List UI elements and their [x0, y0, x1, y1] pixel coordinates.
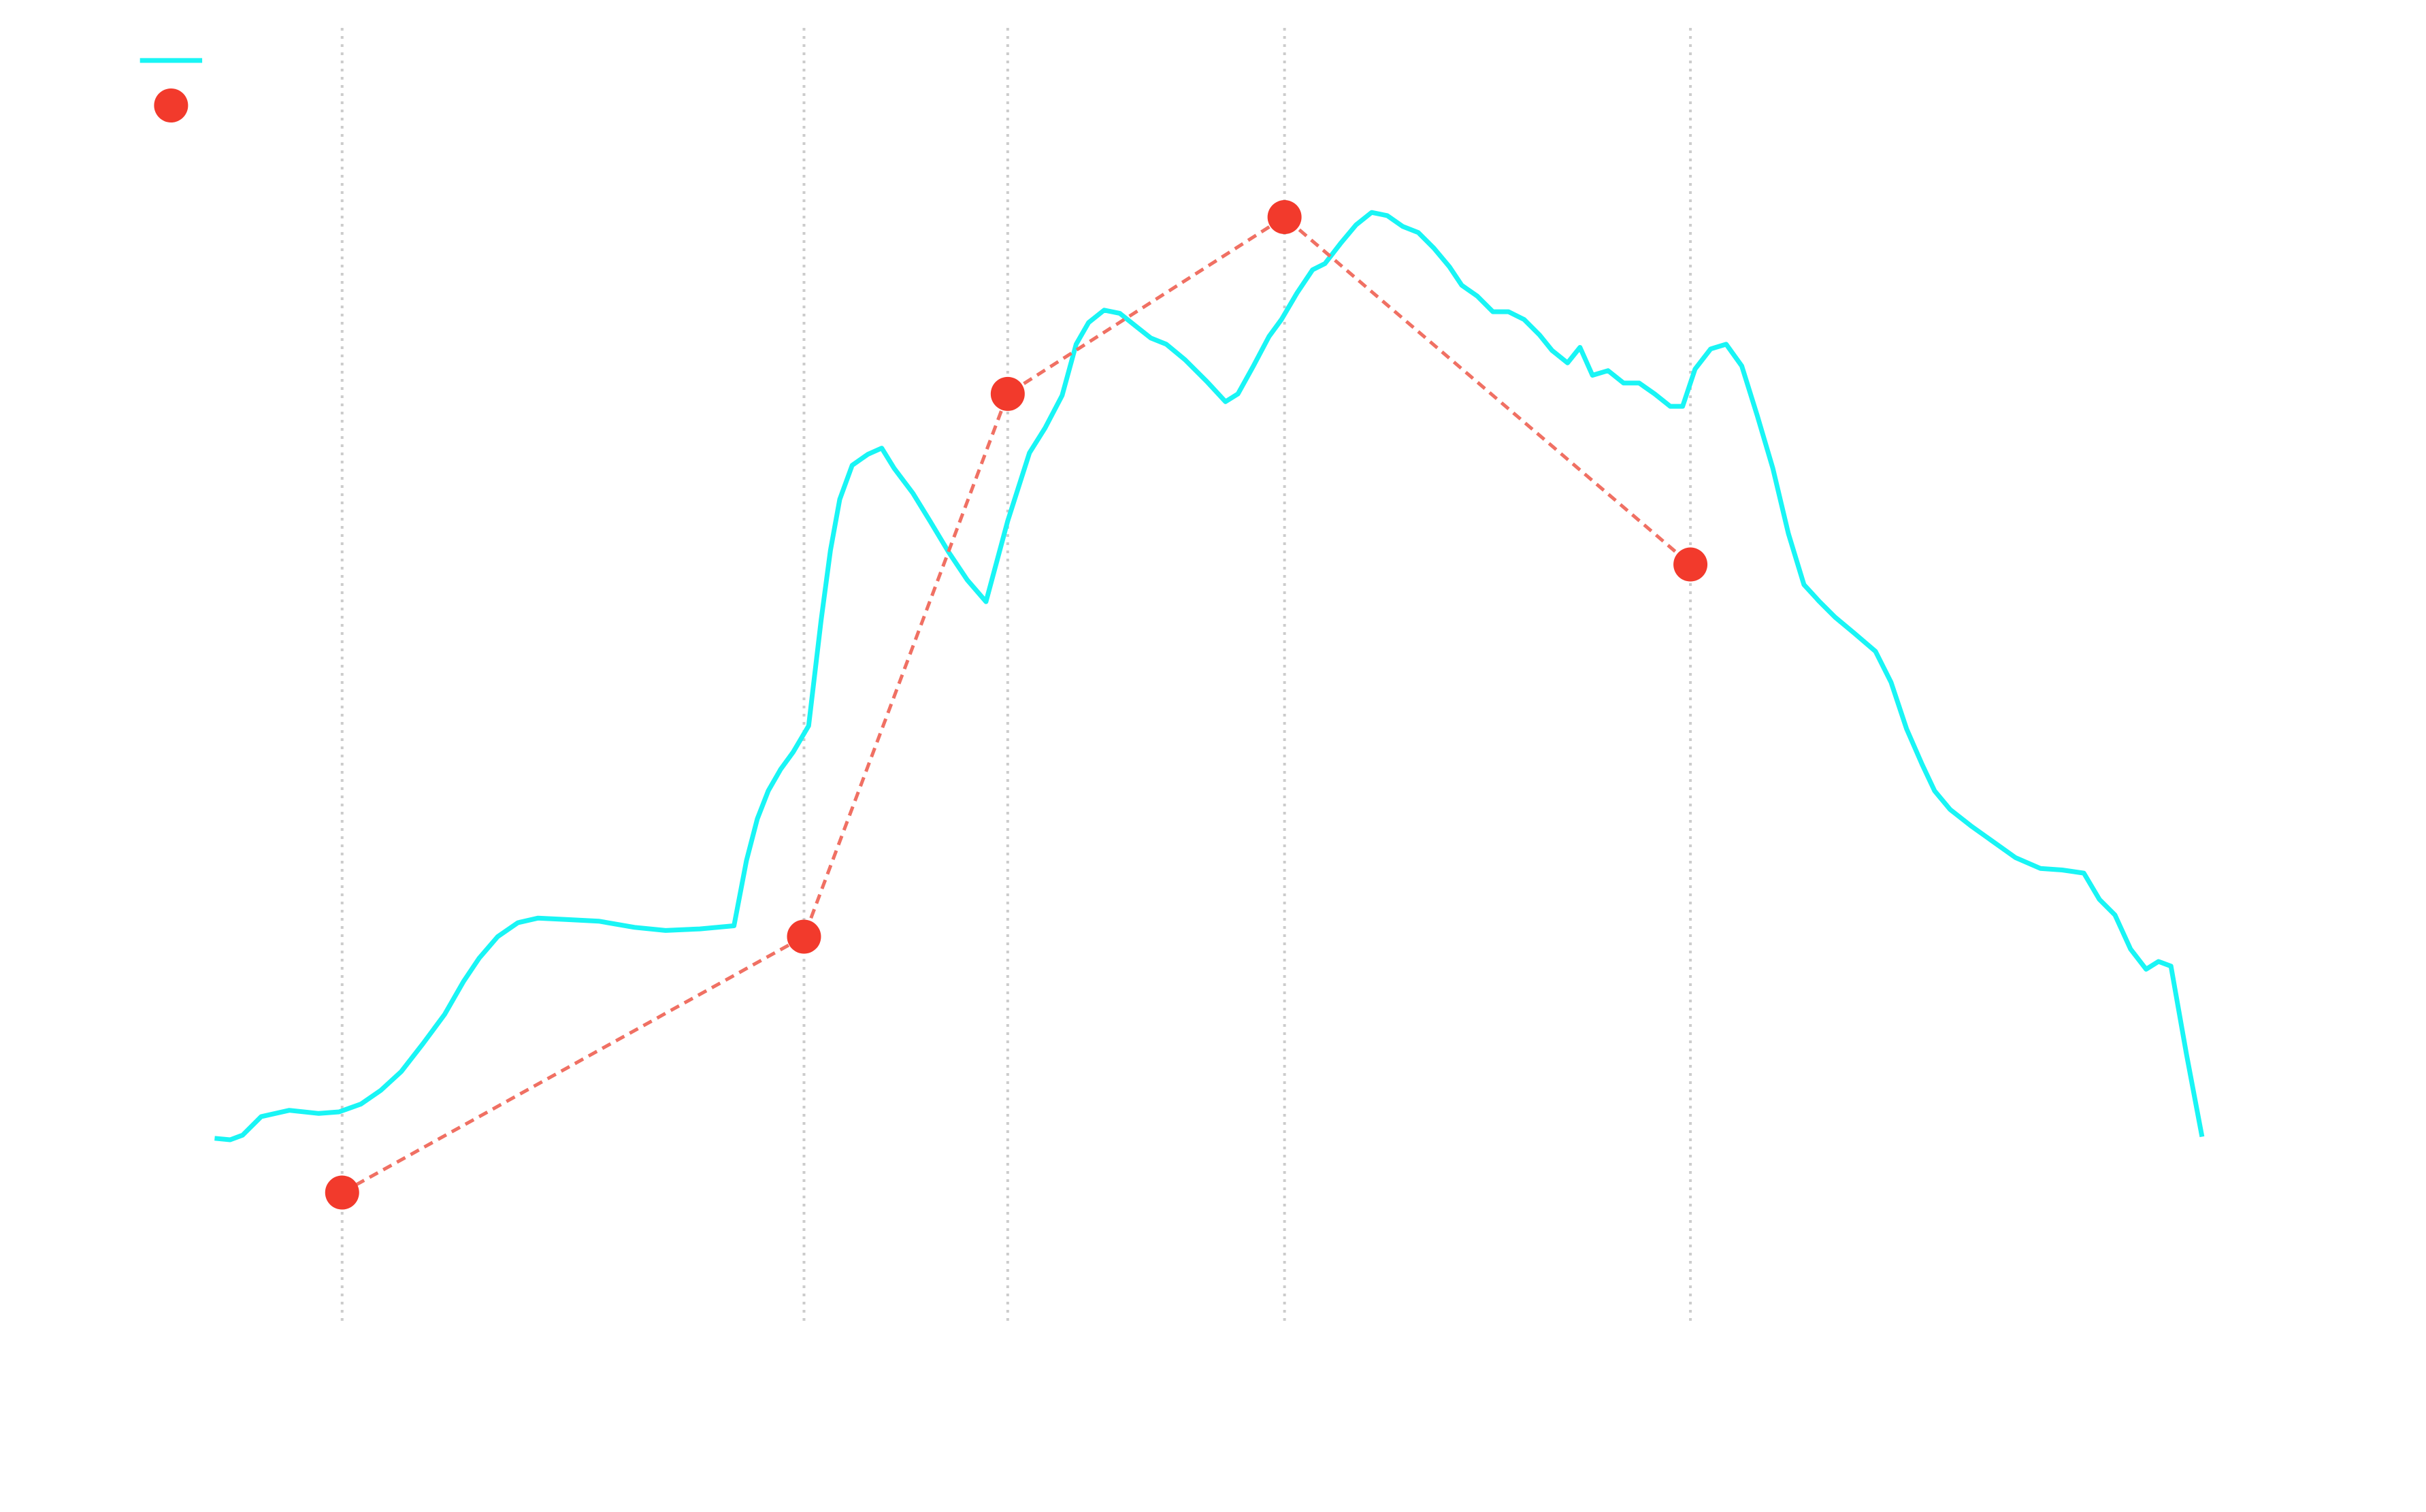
legend-marker — [154, 88, 188, 122]
scatter-point — [325, 1175, 359, 1210]
scatter-point — [1673, 547, 1708, 582]
scatter-point — [787, 919, 821, 954]
scatter-point — [1267, 200, 1302, 235]
legend — [140, 58, 203, 122]
scatter-point — [990, 376, 1025, 411]
connector-line — [341, 214, 1692, 1194]
data-line — [214, 210, 2205, 1143]
